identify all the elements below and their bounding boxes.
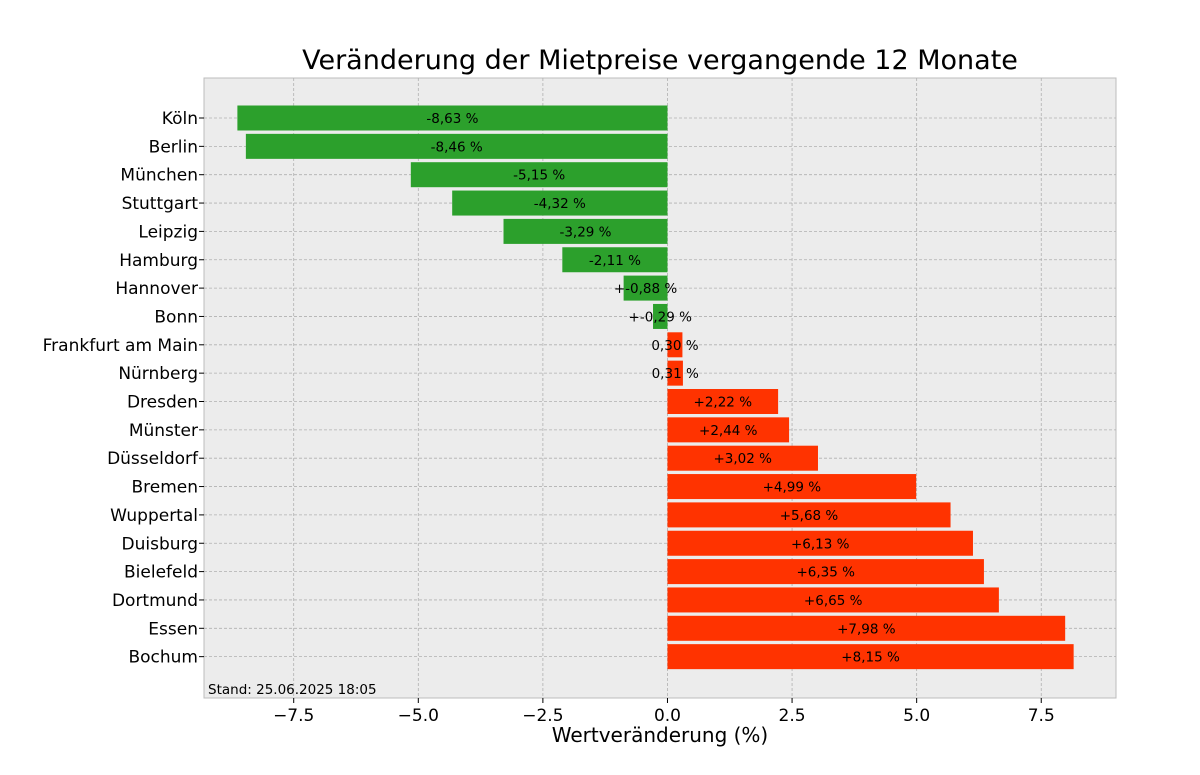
bar xyxy=(667,445,818,471)
bar xyxy=(653,303,668,329)
bar xyxy=(667,332,683,358)
bar-value-label: -2,11 % xyxy=(589,253,641,269)
bar-value-label: +-0,88 % xyxy=(614,281,678,297)
category-label: Köln xyxy=(162,109,198,129)
bar-value-label: +2,22 % xyxy=(694,395,753,411)
category-label: Frankfurt am Main xyxy=(43,336,198,356)
chart-title: Veränderung der Mietpreise vergangende 1… xyxy=(302,45,1018,76)
category-label: Münster xyxy=(129,421,198,441)
category-label: Berlin xyxy=(149,137,198,157)
bar-value-label: -8,46 % xyxy=(431,139,483,155)
bar xyxy=(623,275,668,301)
bar-value-label: -5,15 % xyxy=(513,168,565,184)
category-label: Bonn xyxy=(154,307,198,327)
bar xyxy=(667,644,1074,670)
bar xyxy=(667,587,999,613)
x-tick-label: 0.0 xyxy=(654,706,681,726)
timestamp-annotation: Stand: 25.06.2025 18:05 xyxy=(208,682,377,698)
category-label: Düsseldorf xyxy=(107,449,199,469)
bar xyxy=(410,162,668,188)
bar xyxy=(667,474,917,500)
bar-value-label: +5,68 % xyxy=(780,508,839,524)
x-tick-label: 5.0 xyxy=(903,706,930,726)
bar xyxy=(667,389,779,414)
bar-value-label: +6,13 % xyxy=(791,536,850,552)
bar-value-label: -8,63 % xyxy=(426,111,478,127)
data-labels-layer: -8,63 % -8,46 % -5,15 % -4,32 % -3,29 % -2,11… xyxy=(426,111,900,666)
bar-value-label: +2,44 % xyxy=(699,423,758,439)
x-tick-label: −5.0 xyxy=(398,706,439,726)
x-tick-label: −2.5 xyxy=(522,706,563,726)
category-label: Duisburg xyxy=(122,534,199,554)
x-axis-ticks: −7.5 −5.0 −2.5 0.0 2.5 5.0 7.5 xyxy=(273,698,1055,726)
bar-value-label: +7,98 % xyxy=(837,621,896,637)
category-label: Nürnberg xyxy=(118,364,198,384)
x-tick-label: 2.5 xyxy=(779,706,806,726)
bar-value-label: +4,99 % xyxy=(763,480,822,496)
bar xyxy=(237,105,668,131)
category-label: Wuppertal xyxy=(110,506,198,526)
bar xyxy=(667,360,683,386)
x-tick-label: −7.5 xyxy=(273,706,314,726)
category-label: Dresden xyxy=(127,393,198,413)
category-label: Leipzig xyxy=(138,222,198,242)
bar-value-label: +3,02 % xyxy=(713,451,772,467)
y-axis-labels: Köln Berlin München Stuttgart Leipzig Hamburg… xyxy=(43,109,204,668)
category-label: Hannover xyxy=(115,279,198,299)
bar-value-label: -3,29 % xyxy=(559,224,611,240)
bar-value-label: +6,65 % xyxy=(804,593,863,609)
category-label: Bochum xyxy=(128,648,198,668)
bars-layer xyxy=(237,105,1074,670)
category-label: Stuttgart xyxy=(122,194,199,214)
bar-value-label: 0,31 % xyxy=(652,366,699,382)
bar-value-label: +6,35 % xyxy=(796,565,855,581)
x-axis-label: Wertveränderung (%) xyxy=(552,723,769,747)
bar-value-label: 0,30 % xyxy=(651,338,698,354)
bar-value-label: -4,32 % xyxy=(534,196,586,212)
bar xyxy=(562,247,668,273)
category-label: Bremen xyxy=(131,478,198,498)
bar xyxy=(667,530,973,556)
bar xyxy=(452,190,668,216)
bar-value-label: +-0,29 % xyxy=(629,309,693,325)
category-label: Bielefeld xyxy=(124,563,198,583)
bar xyxy=(245,133,668,159)
bar-value-label: +8,15 % xyxy=(841,650,900,666)
category-label: Dortmund xyxy=(112,591,198,611)
category-label: München xyxy=(120,166,198,186)
bar xyxy=(503,218,668,244)
category-label: Essen xyxy=(148,619,198,639)
bar xyxy=(667,615,1066,641)
x-tick-label: 7.5 xyxy=(1028,706,1055,726)
bar xyxy=(667,417,790,443)
category-label: Hamburg xyxy=(119,251,198,271)
bar xyxy=(667,559,984,585)
bar xyxy=(667,502,951,528)
